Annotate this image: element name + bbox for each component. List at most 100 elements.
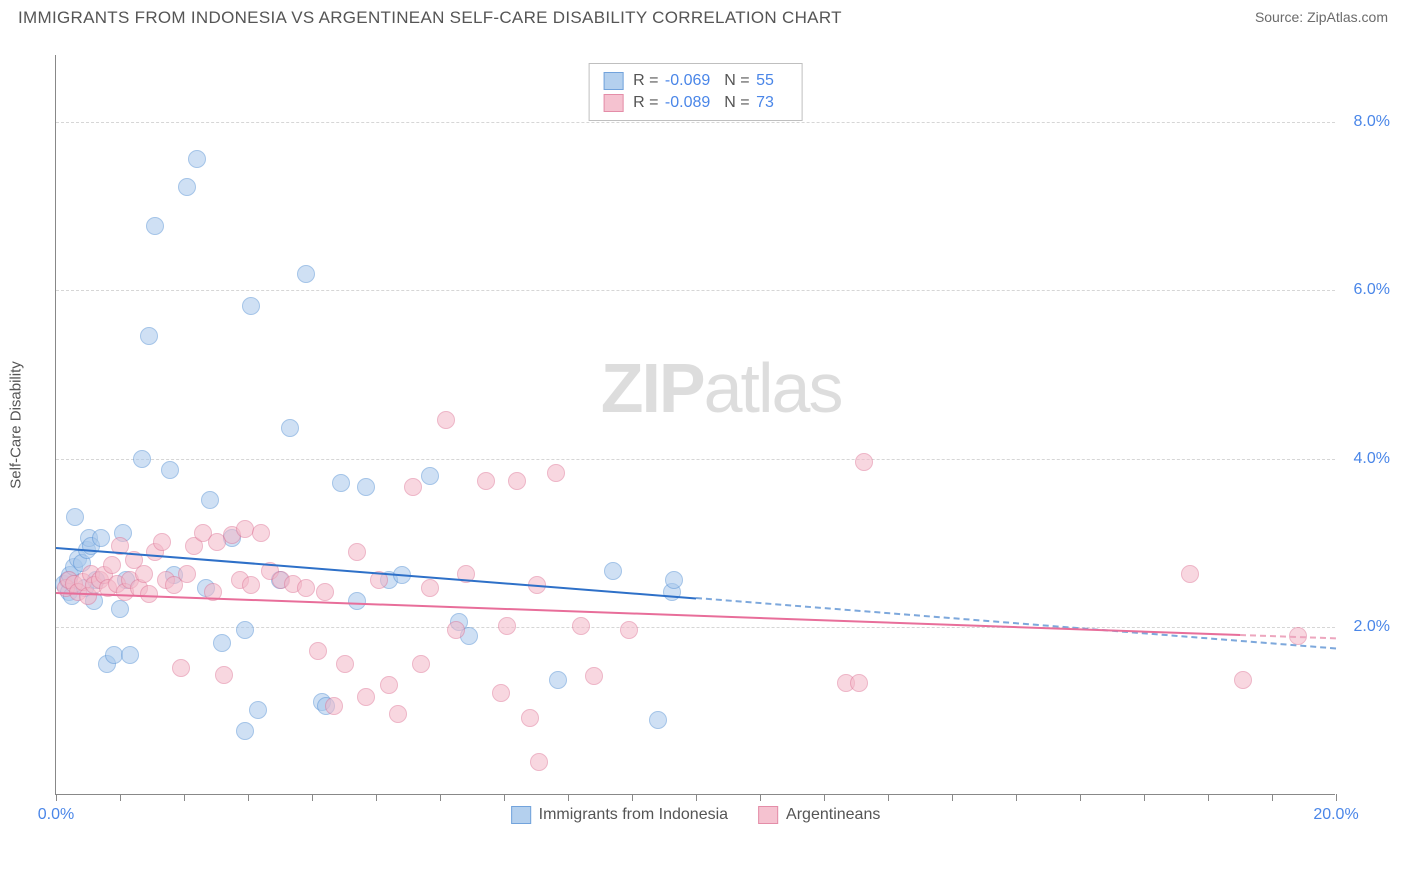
scatter-point-indonesia <box>140 327 158 345</box>
scatter-point-argentina <box>135 565 153 583</box>
x-tick-mark <box>1272 794 1273 801</box>
scatter-point-indonesia <box>236 621 254 639</box>
legend-stats: R = -0.069N = 55 R = -0.089N = 73 <box>588 63 803 121</box>
legend-stats-text: R = -0.069N = 55 <box>633 72 788 90</box>
scatter-point-argentina <box>1234 671 1252 689</box>
scatter-point-argentina <box>585 667 603 685</box>
scatter-point-argentina <box>572 617 590 635</box>
scatter-point-argentina <box>297 579 315 597</box>
plot-area: Self-Care Disability ZIPatlas 2.0%4.0%6.… <box>55 55 1335 795</box>
x-tick-mark <box>184 794 185 801</box>
scatter-point-argentina <box>547 464 565 482</box>
scatter-point-argentina <box>492 684 510 702</box>
legend-swatch <box>758 806 778 824</box>
trend-extrapolation <box>696 597 1336 649</box>
scatter-point-indonesia <box>348 592 366 610</box>
x-tick-mark <box>824 794 825 801</box>
scatter-point-indonesia <box>121 646 139 664</box>
scatter-point-argentina <box>447 621 465 639</box>
scatter-point-argentina <box>309 642 327 660</box>
y-tick-label: 4.0% <box>1340 450 1390 468</box>
scatter-point-indonesia <box>332 474 350 492</box>
y-tick-label: 8.0% <box>1340 113 1390 131</box>
scatter-point-argentina <box>477 472 495 490</box>
grid-line <box>56 122 1335 123</box>
x-tick-mark <box>632 794 633 801</box>
scatter-point-argentina <box>252 524 270 542</box>
scatter-point-argentina <box>508 472 526 490</box>
legend-series-label: Immigrants from Indonesia <box>539 806 728 824</box>
scatter-point-argentina <box>348 543 366 561</box>
scatter-point-argentina <box>172 659 190 677</box>
scatter-point-indonesia <box>281 419 299 437</box>
legend-stats-text: R = -0.089N = 73 <box>633 94 788 112</box>
scatter-point-argentina <box>850 674 868 692</box>
x-tick-mark <box>120 794 121 801</box>
scatter-point-indonesia <box>66 508 84 526</box>
scatter-point-argentina <box>316 583 334 601</box>
legend-swatch <box>511 806 531 824</box>
x-tick-mark <box>56 794 57 801</box>
scatter-point-argentina <box>357 688 375 706</box>
x-tick-mark <box>1016 794 1017 801</box>
legend-swatch <box>603 72 623 90</box>
scatter-point-indonesia <box>665 571 683 589</box>
source-label: Source: <box>1255 9 1307 25</box>
x-tick-label-max: 20.0% <box>1313 806 1358 824</box>
scatter-point-indonesia <box>236 722 254 740</box>
x-tick-mark <box>952 794 953 801</box>
x-tick-mark <box>376 794 377 801</box>
y-tick-label: 6.0% <box>1340 281 1390 299</box>
y-tick-label: 2.0% <box>1340 618 1390 636</box>
scatter-point-indonesia <box>201 491 219 509</box>
scatter-point-argentina <box>498 617 516 635</box>
scatter-point-indonesia <box>549 671 567 689</box>
source-value: ZipAtlas.com <box>1307 9 1388 25</box>
grid-line <box>56 459 1335 460</box>
source-attribution: Source: ZipAtlas.com <box>1255 9 1388 27</box>
legend-series-item-argentina: Argentineans <box>758 806 880 824</box>
scatter-point-argentina <box>437 411 455 429</box>
scatter-point-argentina <box>530 753 548 771</box>
x-tick-mark <box>1208 794 1209 801</box>
scatter-point-argentina <box>521 709 539 727</box>
scatter-point-argentina <box>620 621 638 639</box>
x-tick-label-min: 0.0% <box>38 806 74 824</box>
scatter-point-argentina <box>103 556 121 574</box>
chart-title: IMMIGRANTS FROM INDONESIA VS ARGENTINEAN… <box>18 8 842 28</box>
x-tick-mark <box>504 794 505 801</box>
scatter-point-indonesia <box>604 562 622 580</box>
scatter-point-argentina <box>325 697 343 715</box>
scatter-chart: Self-Care Disability ZIPatlas 2.0%4.0%6.… <box>55 55 1335 795</box>
scatter-point-argentina <box>389 705 407 723</box>
x-tick-mark <box>440 794 441 801</box>
scatter-point-indonesia <box>357 478 375 496</box>
legend-series-label: Argentineans <box>786 806 880 824</box>
legend-series-item-indonesia: Immigrants from Indonesia <box>511 806 728 824</box>
scatter-point-indonesia <box>133 450 151 468</box>
scatter-point-indonesia <box>188 150 206 168</box>
scatter-point-argentina <box>421 579 439 597</box>
x-tick-mark <box>568 794 569 801</box>
scatter-point-indonesia <box>249 701 267 719</box>
x-tick-mark <box>760 794 761 801</box>
scatter-point-argentina <box>412 655 430 673</box>
scatter-point-argentina <box>140 585 158 603</box>
scatter-point-indonesia <box>178 178 196 196</box>
x-tick-mark <box>1336 794 1337 801</box>
scatter-point-indonesia <box>111 600 129 618</box>
legend-stats-row-argentina: R = -0.089N = 73 <box>603 92 788 114</box>
legend-series: Immigrants from Indonesia Argentineans <box>511 806 881 824</box>
scatter-point-argentina <box>215 666 233 684</box>
scatter-point-indonesia <box>92 529 110 547</box>
x-tick-mark <box>312 794 313 801</box>
watermark-bold: ZIP <box>601 349 704 427</box>
scatter-point-argentina <box>404 478 422 496</box>
x-tick-mark <box>888 794 889 801</box>
scatter-point-indonesia <box>213 634 231 652</box>
scatter-point-argentina <box>242 576 260 594</box>
scatter-point-argentina <box>336 655 354 673</box>
scatter-point-argentina <box>855 453 873 471</box>
scatter-point-argentina <box>153 533 171 551</box>
scatter-point-indonesia <box>649 711 667 729</box>
